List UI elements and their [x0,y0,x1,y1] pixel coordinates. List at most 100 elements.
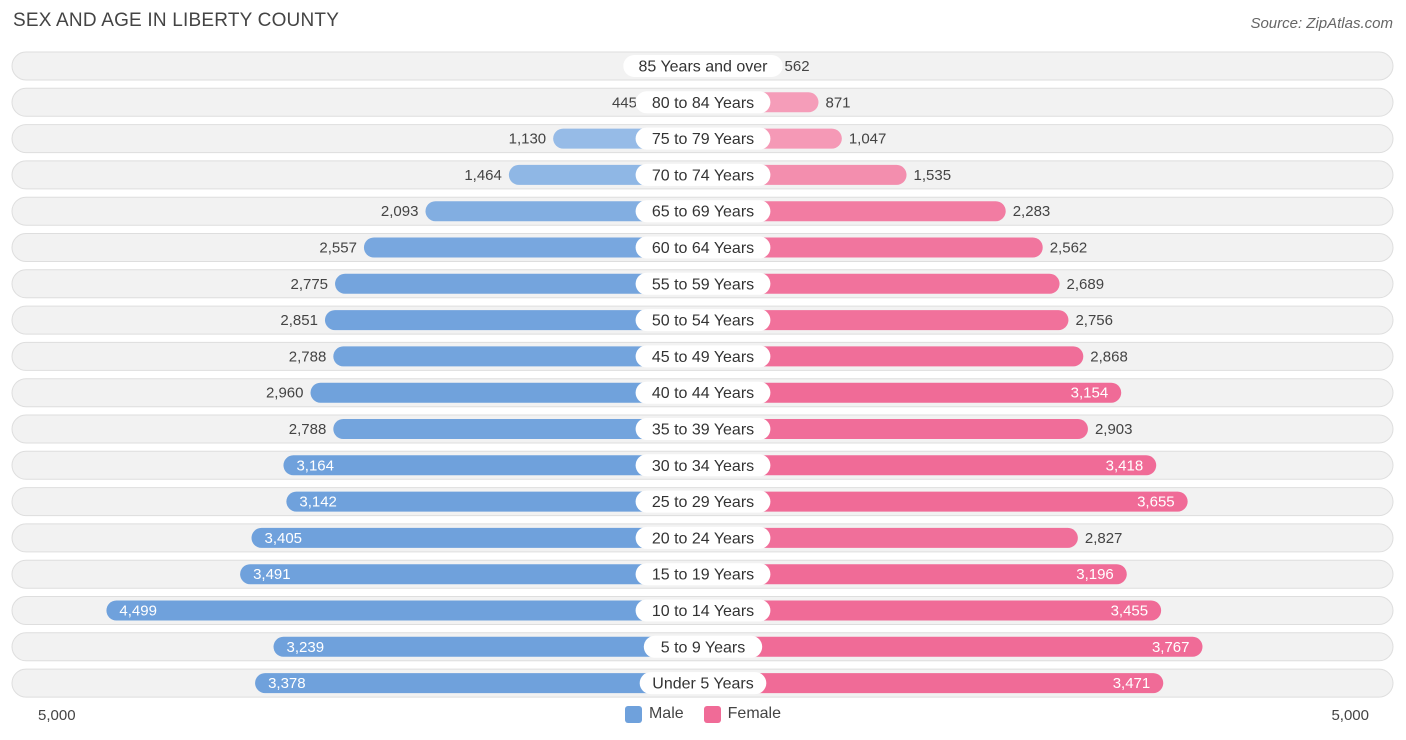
category-pill [635,381,771,404]
chart-row: 2,775 2,689 55 to 59 Years [11,269,1394,299]
category-pill [635,418,771,440]
category-label: 20 to 24 Years [652,530,754,547]
value-label-male: 2,775 [290,276,328,293]
legend-label-male: Male [648,705,684,722]
category-label: 5 to 9 Years [661,639,746,656]
chart-row: 2,960 3,154 40 to 44 Years [11,378,1394,408]
category-label: 50 to 54 Years [652,313,754,330]
chart-row: 3,405 2,827 20 to 24 Years [11,523,1394,553]
value-label-female: 3,471 [1113,675,1151,692]
bar-male [333,346,703,367]
bar-female [703,201,1006,222]
category-label: 45 to 49 Years [652,349,754,366]
value-label-male: 3,142 [299,494,337,511]
chart-row: 3,142 3,655 25 to 29 Years [11,487,1394,517]
chart-row: 3,378 3,471 Under 5 Years [11,668,1394,698]
value-label-male: 2,093 [381,203,419,220]
value-label-female: 871 [825,94,850,111]
category-pill [635,236,771,259]
bar-male [333,419,703,439]
chart-row: 2,093 2,283 65 to 69 Years [11,196,1394,226]
category-label: 15 to 19 Years [652,567,754,584]
category-pill [635,526,771,549]
value-label-male: 445 [612,94,637,111]
category-label: 75 to 79 Years [652,131,754,148]
chart-row: 3,164 3,418 30 to 34 Years [11,450,1394,480]
bar-female [703,600,1162,621]
value-label-male: 3,491 [253,566,291,583]
chart-row: 2,788 2,868 45 to 49 Years [11,341,1394,371]
chart-row: 4,499 3,455 10 to 14 Years [11,596,1394,625]
category-label: 65 to 69 Years [652,204,754,221]
category-label: 70 to 74 Years [652,167,754,184]
bar-male [273,636,703,657]
category-label: 55 to 59 Years [652,276,754,293]
bar-male [251,527,703,548]
value-label-male: 1,464 [464,167,502,184]
bar-female [703,491,1188,512]
value-label-male: 1,130 [509,131,547,148]
chart-row: 2,557 2,562 60 to 64 Years [11,233,1394,262]
bar-female [703,564,1127,585]
chart-row: 2,788 2,903 35 to 39 Years [11,414,1394,444]
bar-female [703,310,1069,331]
category-label: 80 to 84 Years [652,95,754,112]
value-label-female: 3,154 [1071,385,1109,402]
bar-male [286,491,703,512]
value-label-female: 2,689 [1067,276,1105,293]
value-label-female: 1,535 [914,167,952,184]
category-pill [635,490,771,513]
legend-swatch-female [703,705,721,723]
bar-male [324,310,703,331]
bar-male [335,273,703,294]
axis-left-label: 5,000 [38,707,76,724]
bar-female [703,346,1084,367]
chart-row: 1,130 1,047 75 to 79 Years [11,124,1394,154]
value-label-female: 2,283 [1013,203,1051,220]
axis-right-label: 5,000 [1331,707,1369,724]
bar-female [703,673,1164,694]
bar-female [703,382,1122,403]
bar-female [703,455,1157,476]
value-label-female: 3,767 [1152,639,1190,656]
category-pill [635,345,771,368]
category-pill [635,91,771,114]
bar-male [310,382,703,403]
category-pill [635,163,771,186]
legend-item-female: Female [703,705,781,723]
category-pill [635,563,771,586]
chart-row: 1,464 1,535 70 to 74 Years [11,160,1394,190]
category-pill [635,309,771,332]
category-label: 30 to 34 Years [652,458,754,475]
legend-item-male: Male [624,705,684,723]
value-label-female: 1,047 [849,131,887,148]
chart-row: 2,851 2,756 50 to 54 Years [11,305,1394,335]
bar-female [703,419,1088,439]
value-label-male: 4,499 [119,603,157,620]
chart-row: 33556285 Years and over [11,51,1394,81]
category-pill [635,127,771,150]
bar-male [363,237,703,258]
category-pill [639,672,767,695]
chart-row: 3,491 3,196 15 to 19 Years [11,559,1394,589]
value-label-male: 2,788 [289,421,327,438]
value-label-female: 2,868 [1090,348,1128,365]
category-label: 60 to 64 Years [652,240,754,257]
bar-female [703,237,1043,258]
value-label-male: 3,378 [268,675,306,692]
value-label-male: 3,405 [264,530,302,547]
category-pill [635,599,771,622]
value-label-female: 3,418 [1106,457,1144,474]
bar-male [106,600,703,621]
value-label-female: 2,827 [1085,530,1123,547]
category-label: 25 to 29 Years [652,494,754,511]
value-label-female: 3,455 [1111,603,1149,620]
value-label-female: 3,196 [1076,566,1114,583]
value-label-male: 2,557 [319,240,357,257]
legend: Male Female [0,705,1406,723]
value-label-female: 2,756 [1075,312,1113,329]
legend-swatch-male [624,705,642,723]
value-label-male: 2,851 [280,312,318,329]
category-pill [623,55,783,77]
